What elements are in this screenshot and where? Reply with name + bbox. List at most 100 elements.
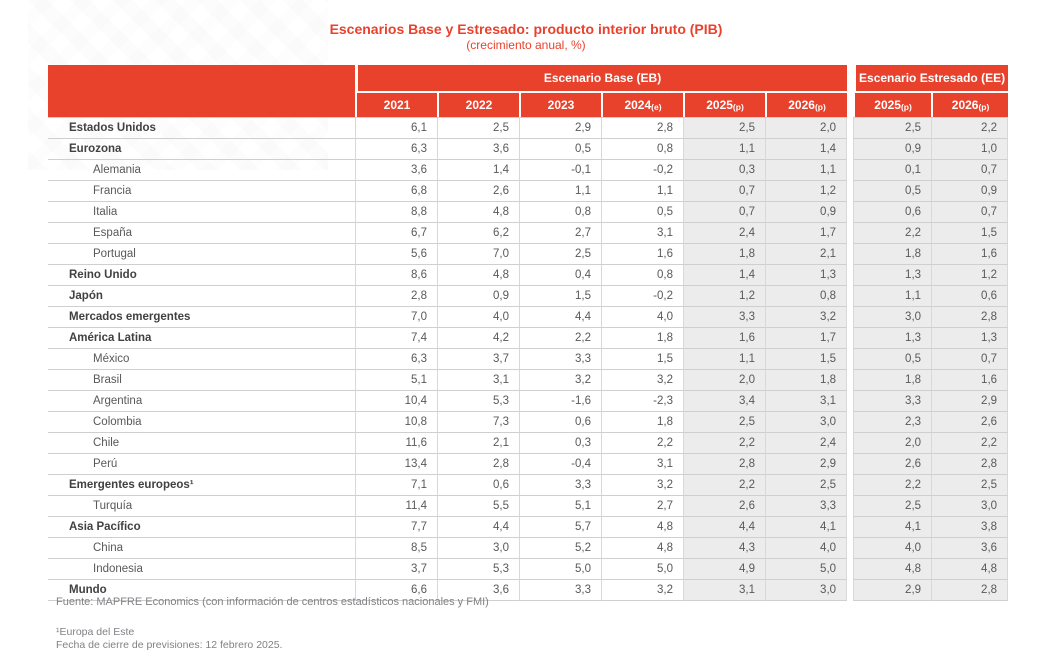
cell-2021-eb: 13,4 <box>355 453 437 474</box>
cell-2026-eb: 1,5 <box>765 348 848 369</box>
year-header-row: 2021 2022 2023 2024(e) 2025(p) 2026(p) 2025(p)… <box>48 91 1009 117</box>
column-header-2021-eb: 2021 <box>355 91 437 117</box>
cell-2022-eb: 3,1 <box>437 369 519 390</box>
table-row: Estados Unidos 6,1 2,5 2,9 2,8 2,5 2,0 2,5 2,2 <box>48 117 1009 138</box>
cell-2023-eb: 3,3 <box>519 474 601 495</box>
cell-2023-eb: 0,8 <box>519 201 601 222</box>
cell-2023-eb: 0,4 <box>519 264 601 285</box>
cell-2022-eb: 4,2 <box>437 327 519 348</box>
cell-2021-eb: 7,1 <box>355 474 437 495</box>
cell-2024-eb: 3,1 <box>601 453 683 474</box>
cell-2023-eb: 0,3 <box>519 432 601 453</box>
cell-2021-eb: 7,7 <box>355 516 437 537</box>
page-title: Escenarios Base y Estresado: producto in… <box>329 21 723 37</box>
column-gap <box>847 201 854 222</box>
cell-2025-ee: 2,9 <box>853 579 932 601</box>
cell-2022-eb: 4,4 <box>437 516 519 537</box>
cell-2025-ee: 3,3 <box>853 390 932 411</box>
cell-2025-ee: 0,6 <box>853 201 932 222</box>
footer: Fuente: MAPFRE Economics (con informació… <box>56 595 489 652</box>
column-gap <box>847 285 854 306</box>
cell-2025-eb: 1,8 <box>683 243 765 264</box>
row-label: Mercados emergentes <box>48 306 355 327</box>
table-row: Mercados emergentes 7,0 4,0 4,4 4,0 3,3 3,2 3,0… <box>48 306 1009 327</box>
table-row: España 6,7 6,2 2,7 3,1 2,4 1,7 2,2 1,5 <box>48 222 1009 243</box>
cell-2026-ee: 2,2 <box>931 432 1009 453</box>
cell-2021-eb: 8,8 <box>355 201 437 222</box>
row-label: Reino Unido <box>48 264 355 285</box>
cell-2025-ee: 2,5 <box>853 495 932 516</box>
cell-2026-eb: 0,9 <box>765 201 848 222</box>
table-row: Portugal 5,6 7,0 2,5 1,6 1,8 2,1 1,8 1,6 <box>48 243 1009 264</box>
row-label: Argentina <box>48 390 355 411</box>
cell-2023-eb: -0,4 <box>519 453 601 474</box>
gdp-scenarios-table: Escenario Base (EB) Escenario Estresado … <box>48 65 1009 601</box>
cell-2026-eb: 4,0 <box>765 537 848 558</box>
column-gap <box>847 432 854 453</box>
cell-2025-ee: 1,8 <box>853 243 932 264</box>
table-row: Eurozona 6,3 3,6 0,5 0,8 1,1 1,4 0,9 1,0 <box>48 138 1009 159</box>
group-header-escenario-estresado: Escenario Estresado (EE) <box>853 65 1009 91</box>
cell-2021-eb: 7,0 <box>355 306 437 327</box>
cell-2025-eb: 0,7 <box>683 201 765 222</box>
cell-2023-eb: 2,2 <box>519 327 601 348</box>
cell-2025-eb: 4,9 <box>683 558 765 579</box>
cell-2024-eb: 5,0 <box>601 558 683 579</box>
column-gap <box>847 159 854 180</box>
cell-2026-ee: 2,8 <box>931 306 1009 327</box>
cell-2022-eb: 3,6 <box>437 138 519 159</box>
cell-2026-ee: 0,7 <box>931 348 1009 369</box>
cell-2023-eb: -1,6 <box>519 390 601 411</box>
cell-2021-eb: 10,4 <box>355 390 437 411</box>
cell-2024-eb: 1,8 <box>601 411 683 432</box>
row-label: España <box>48 222 355 243</box>
cell-2025-ee: 0,1 <box>853 159 932 180</box>
cell-2026-ee: 1,3 <box>931 327 1009 348</box>
table-row: Perú 13,4 2,8 -0,4 3,1 2,8 2,9 2,6 2,8 <box>48 453 1009 474</box>
cell-2026-ee: 3,0 <box>931 495 1009 516</box>
cell-2024-eb: 1,1 <box>601 180 683 201</box>
cell-2025-ee: 0,5 <box>853 180 932 201</box>
cell-2023-eb: 3,2 <box>519 369 601 390</box>
cell-2026-eb: 1,3 <box>765 264 848 285</box>
cell-2023-eb: 5,2 <box>519 537 601 558</box>
cell-2025-ee: 1,3 <box>853 327 932 348</box>
cell-2022-eb: 4,8 <box>437 201 519 222</box>
cell-2026-ee: 2,2 <box>931 117 1009 138</box>
cell-2022-eb: 0,9 <box>437 285 519 306</box>
cell-2021-eb: 6,1 <box>355 117 437 138</box>
cell-2021-eb: 7,4 <box>355 327 437 348</box>
cell-2024-eb: 4,8 <box>601 516 683 537</box>
column-gap <box>847 138 854 159</box>
cell-2025-eb: 2,8 <box>683 453 765 474</box>
row-label: Eurozona <box>48 138 355 159</box>
column-gap <box>847 369 854 390</box>
cell-2022-eb: 5,3 <box>437 558 519 579</box>
cell-2021-eb: 8,6 <box>355 264 437 285</box>
cell-2026-ee: 2,8 <box>931 579 1009 601</box>
column-gap-header <box>847 65 854 117</box>
column-gap <box>847 516 854 537</box>
table-row: Emergentes europeos¹ 7,1 0,6 3,3 3,2 2,2 2,5 2,… <box>48 474 1009 495</box>
group-header-row: Escenario Base (EB) Escenario Estresado … <box>48 65 1009 117</box>
cell-2025-ee: 2,5 <box>853 117 932 138</box>
cell-2024-eb: 4,8 <box>601 537 683 558</box>
cell-2025-eb: 2,5 <box>683 117 765 138</box>
cell-2023-eb: 5,1 <box>519 495 601 516</box>
cell-2026-eb: 2,0 <box>765 117 848 138</box>
cell-2026-ee: 3,6 <box>931 537 1009 558</box>
cell-2022-eb: 5,5 <box>437 495 519 516</box>
cell-2026-ee: 0,6 <box>931 285 1009 306</box>
group-header-escenario-base: Escenario Base (EB) <box>355 65 848 91</box>
cell-2023-eb: 0,6 <box>519 411 601 432</box>
cell-2022-eb: 6,2 <box>437 222 519 243</box>
row-label: Mundo <box>48 579 355 601</box>
cell-2021-eb: 6,8 <box>355 180 437 201</box>
column-gap <box>847 180 854 201</box>
cell-2024-eb: -0,2 <box>601 285 683 306</box>
cell-2026-ee: 1,2 <box>931 264 1009 285</box>
column-gap <box>847 348 854 369</box>
column-header-2025-ee: 2025(p) <box>853 91 932 117</box>
cell-2025-eb: 2,2 <box>683 474 765 495</box>
cell-2022-eb: 3,6 <box>437 579 519 601</box>
